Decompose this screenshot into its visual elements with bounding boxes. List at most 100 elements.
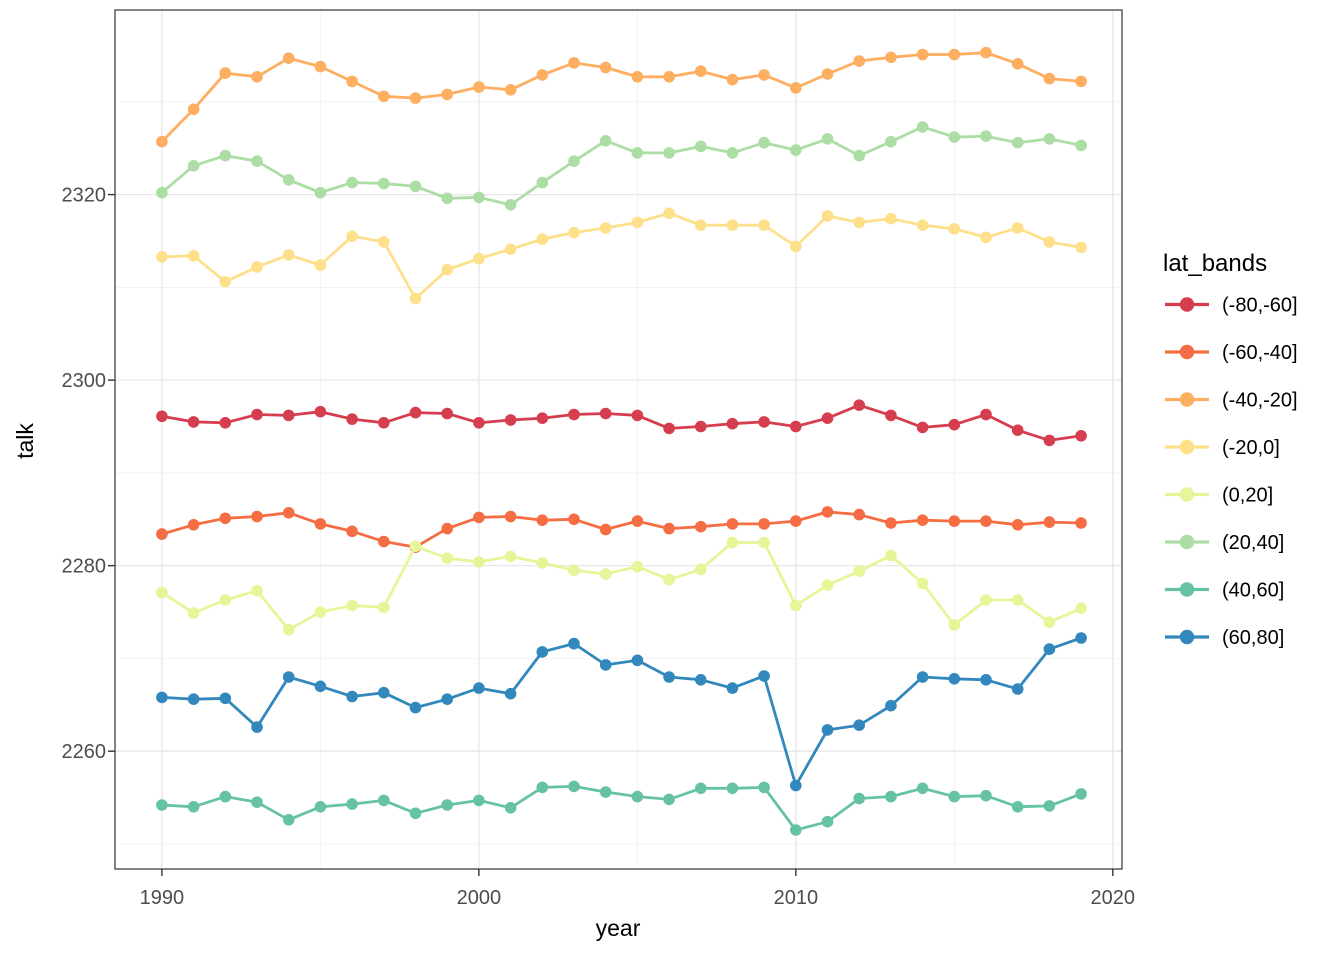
data-point	[599, 222, 612, 234]
data-point	[663, 422, 675, 435]
data-point	[251, 796, 263, 808]
data-point	[948, 48, 961, 61]
data-point	[916, 782, 929, 795]
data-point	[314, 801, 327, 813]
data-point	[631, 147, 644, 159]
data-point	[885, 212, 897, 225]
data-point	[1011, 594, 1024, 606]
data-point	[536, 646, 549, 658]
legend-entry-label: (60,80]	[1222, 627, 1284, 649]
data-point	[156, 186, 168, 199]
data-point	[790, 824, 802, 836]
data-point	[758, 416, 770, 428]
data-point	[726, 147, 739, 159]
data-point	[853, 792, 865, 805]
data-point	[853, 216, 865, 229]
y-tick-label: 2320	[62, 185, 107, 207]
data-point	[282, 174, 295, 186]
data-point	[948, 418, 961, 431]
data-point	[504, 510, 517, 523]
data-point	[599, 407, 612, 420]
x-axis-title: year	[596, 915, 641, 941]
data-point	[726, 73, 739, 86]
data-point	[156, 135, 168, 148]
data-point	[568, 513, 580, 526]
data-point	[1043, 800, 1056, 812]
data-point	[631, 216, 644, 229]
data-point	[790, 144, 802, 156]
data-point	[187, 103, 200, 116]
series-line	[160, 541, 1083, 632]
data-point	[663, 522, 675, 535]
data-point	[441, 263, 454, 276]
data-point	[853, 399, 865, 412]
data-point	[282, 507, 295, 519]
data-point	[282, 671, 295, 683]
data-point	[441, 88, 454, 101]
data-point	[187, 801, 200, 813]
data-point	[504, 414, 517, 426]
data-point	[948, 790, 961, 803]
data-point	[473, 191, 485, 204]
data-point	[885, 549, 897, 562]
data-point	[536, 412, 549, 425]
data-point	[821, 815, 834, 828]
data-point	[916, 671, 929, 683]
data-point	[695, 782, 707, 795]
data-point	[885, 51, 897, 64]
data-point	[156, 691, 168, 704]
data-point	[378, 601, 390, 614]
y-tick-label: 2300	[62, 370, 107, 392]
data-point	[473, 252, 485, 265]
data-point	[916, 48, 929, 61]
y-tick-label: 2280	[62, 556, 107, 578]
data-point	[980, 594, 992, 606]
data-point	[758, 781, 770, 794]
panel-border	[114, 9, 1123, 870]
data-point	[219, 417, 232, 429]
data-point	[409, 406, 422, 419]
data-point	[568, 226, 580, 239]
data-point	[758, 69, 770, 81]
data-point	[948, 673, 961, 685]
data-point	[663, 573, 675, 586]
data-point	[187, 607, 200, 619]
data-point	[251, 155, 263, 167]
data-point	[980, 46, 992, 59]
data-point	[885, 409, 897, 422]
data-point	[853, 719, 865, 731]
data-point	[156, 528, 168, 540]
data-point	[314, 680, 327, 693]
data-point	[378, 794, 390, 807]
data-point	[346, 75, 358, 88]
data-point	[599, 659, 612, 671]
data-point	[251, 721, 263, 733]
data-point	[314, 405, 327, 418]
data-point	[219, 512, 232, 525]
data-point	[251, 584, 263, 597]
data-point	[409, 92, 422, 104]
data-point	[916, 514, 929, 526]
data-point	[821, 210, 834, 222]
legend-entry-label: (-40,-20]	[1222, 390, 1298, 412]
legend-key-dot	[1179, 392, 1195, 407]
data-point	[980, 408, 992, 421]
data-point	[1011, 424, 1024, 437]
data-point	[885, 517, 897, 529]
data-point	[409, 540, 422, 552]
data-point	[821, 412, 834, 425]
data-point	[695, 674, 707, 686]
data-point	[568, 155, 580, 167]
data-point	[346, 176, 358, 189]
data-point	[1075, 788, 1087, 800]
data-point	[631, 515, 644, 527]
data-point	[790, 515, 802, 527]
data-point	[1043, 616, 1056, 628]
data-point	[378, 417, 390, 429]
x-tick-label: 1990	[140, 887, 185, 909]
series-(-60,-40]	[156, 506, 1087, 553]
legend-key-dot	[1179, 344, 1195, 360]
data-point	[536, 69, 549, 81]
data-point	[821, 579, 834, 591]
